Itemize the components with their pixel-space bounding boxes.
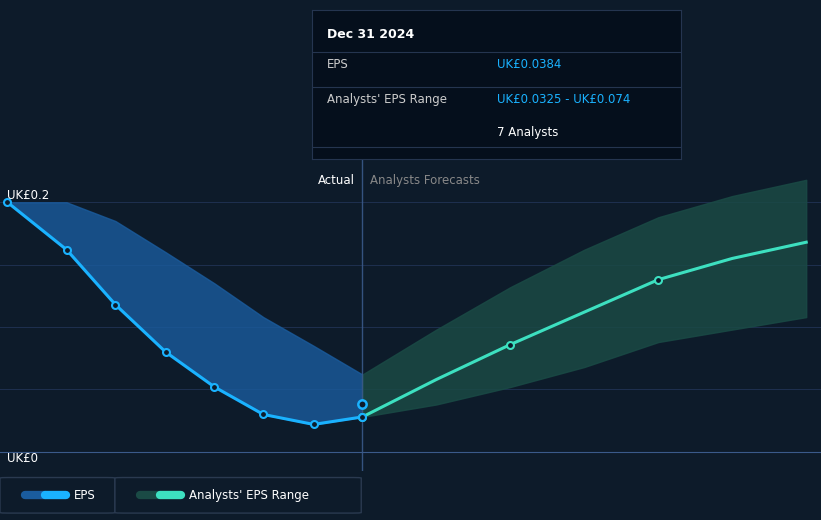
- Text: UK£0.2: UK£0.2: [7, 189, 49, 202]
- Text: UK£0.0384: UK£0.0384: [497, 58, 561, 71]
- Text: 2024: 2024: [199, 477, 231, 490]
- Text: Analysts' EPS Range: Analysts' EPS Range: [327, 94, 447, 107]
- Text: 2027: 2027: [642, 477, 674, 490]
- Text: 7 Analysts: 7 Analysts: [497, 126, 558, 139]
- Text: 2025: 2025: [346, 477, 378, 490]
- Text: UK£0.0325 - UK£0.074: UK£0.0325 - UK£0.074: [497, 94, 630, 107]
- FancyBboxPatch shape: [0, 477, 115, 513]
- Text: Analysts' EPS Range: Analysts' EPS Range: [189, 489, 309, 502]
- Text: Dec 31 2024: Dec 31 2024: [327, 28, 414, 41]
- Text: 2026: 2026: [494, 477, 526, 490]
- Text: UK£0: UK£0: [7, 452, 39, 465]
- FancyBboxPatch shape: [115, 477, 361, 513]
- Text: Actual: Actual: [318, 174, 355, 187]
- Text: Analysts Forecasts: Analysts Forecasts: [369, 174, 479, 187]
- Text: EPS: EPS: [327, 58, 348, 71]
- Text: EPS: EPS: [74, 489, 95, 502]
